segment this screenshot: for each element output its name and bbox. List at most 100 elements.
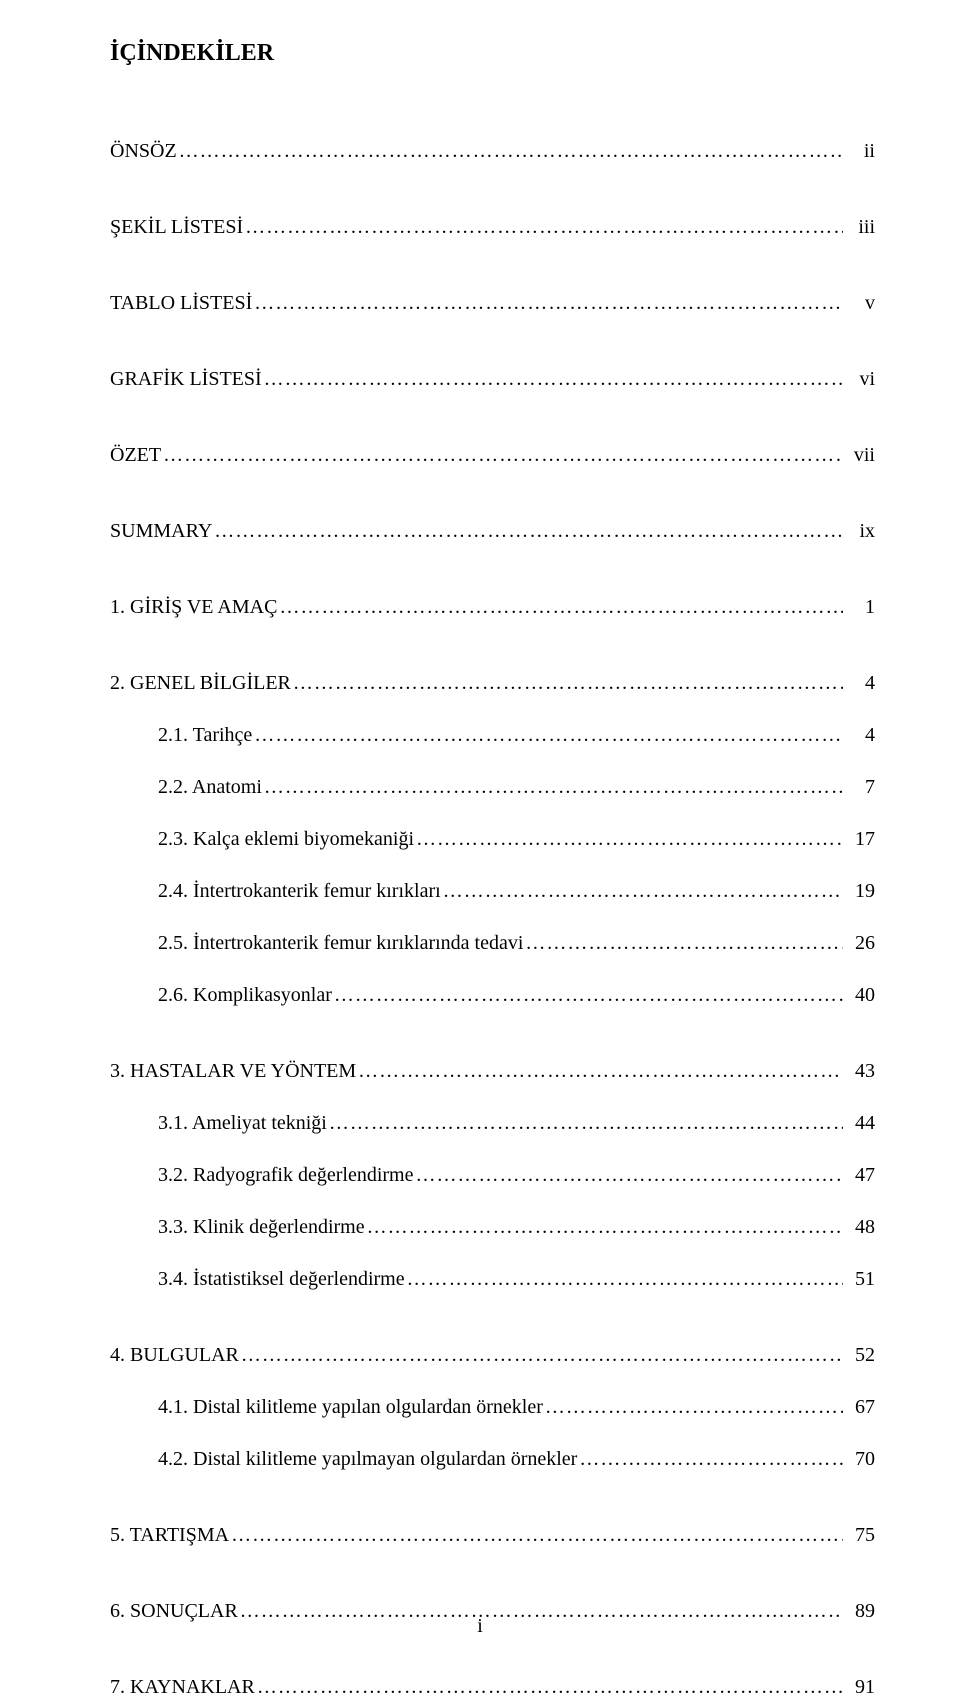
toc-page-number: 52	[845, 1341, 875, 1369]
document-page: İÇİNDEKİLER ÖNSÖZii ŞEKİL LİSTESİ iii TABLO…	[0, 0, 960, 1708]
toc-spacer	[110, 1241, 875, 1265]
toc-page-number: v	[845, 289, 875, 317]
toc-label: ÖNSÖZ	[110, 137, 177, 165]
toc-label: 2.5. İntertrokanterik femur kırıklarında…	[158, 929, 523, 957]
toc-entry: ÖNSÖZii	[110, 137, 875, 165]
toc-page-number: 26	[845, 929, 875, 957]
toc-leader-dots	[358, 1057, 843, 1085]
toc-spacer	[110, 1189, 875, 1213]
toc-label: 2.4. İntertrokanterik femur kırıkları	[158, 877, 441, 905]
toc-entry: 4.1. Distal kilitleme yapılan olgulardan…	[110, 1393, 875, 1421]
toc-spacer	[110, 469, 875, 517]
toc-label: GRAFİK LİSTESİ	[110, 365, 262, 393]
toc-page-number: 67	[845, 1393, 875, 1421]
toc-label: 2.2. Anatomi	[158, 773, 262, 801]
toc-label: 4. BULGULAR	[110, 1341, 239, 1369]
toc-leader-dots	[416, 825, 843, 853]
toc-leader-dots	[245, 213, 843, 241]
toc-entry: 2. GENEL BİLGİLER4	[110, 669, 875, 697]
toc-leader-dots	[264, 773, 843, 801]
toc-entry: 7. KAYNAKLAR91	[110, 1673, 875, 1701]
toc-page-number: 40	[845, 981, 875, 1009]
toc-leader-dots	[329, 1109, 843, 1137]
toc-leader-dots	[257, 1673, 843, 1701]
toc-spacer	[110, 545, 875, 593]
toc-label: 5. TARTIŞMA	[110, 1521, 229, 1549]
toc-spacer	[110, 1421, 875, 1445]
toc-entry: 3. HASTALAR VE YÖNTEM43	[110, 1057, 875, 1085]
toc-page-number: 19	[845, 877, 875, 905]
toc-leader-dots	[579, 1445, 843, 1473]
toc-label: 4.2. Distal kilitleme yapılmayan olgular…	[158, 1445, 577, 1473]
toc-entry: 1. GİRİŞ VE AMAÇ 1	[110, 593, 875, 621]
toc-spacer	[110, 1085, 875, 1109]
toc-entry: ÖZETvii	[110, 441, 875, 469]
toc-entry: 2.3. Kalça eklemi biyomekaniği17	[110, 825, 875, 853]
toc-entry: 2.6. Komplikasyonlar40	[110, 981, 875, 1009]
toc-leader-dots	[214, 517, 843, 545]
toc-spacer	[110, 621, 875, 669]
toc-spacer	[110, 165, 875, 213]
toc-entry: 3.2. Radyografik değerlendirme 47	[110, 1161, 875, 1189]
toc-leader-dots	[163, 441, 843, 469]
toc-leader-dots	[241, 1341, 843, 1369]
toc-page-number: 70	[845, 1445, 875, 1473]
toc-leader-dots	[179, 137, 843, 165]
toc-label: 3.4. İstatistiksel değerlendirme	[158, 1265, 405, 1293]
toc-leader-dots	[407, 1265, 843, 1293]
toc-spacer	[110, 393, 875, 441]
toc-entry: 3.3. Klinik değerlendirme48	[110, 1213, 875, 1241]
toc-page-number: 48	[845, 1213, 875, 1241]
toc-page-number: iii	[845, 213, 875, 241]
toc-label: 2. GENEL BİLGİLER	[110, 669, 291, 697]
toc-spacer	[110, 957, 875, 981]
toc-entry: TABLO LİSTESİ v	[110, 289, 875, 317]
toc-spacer	[110, 1549, 875, 1597]
toc-leader-dots	[293, 669, 843, 697]
toc-page-number: 75	[845, 1521, 875, 1549]
toc-entry: 4.2. Distal kilitleme yapılmayan olgular…	[110, 1445, 875, 1473]
toc-leader-dots	[334, 981, 843, 1009]
toc-page-number: 44	[845, 1109, 875, 1137]
toc-page-number: 1	[845, 593, 875, 621]
toc-spacer	[110, 317, 875, 365]
toc-label: ÖZET	[110, 441, 161, 469]
toc-page-number: 4	[845, 721, 875, 749]
toc-page-number: ix	[845, 517, 875, 545]
toc-entry: 4. BULGULAR 52	[110, 1341, 875, 1369]
toc-spacer	[110, 1009, 875, 1057]
toc-label: SUMMARY	[110, 517, 212, 545]
toc-spacer	[110, 1369, 875, 1393]
toc-leader-dots	[279, 593, 843, 621]
toc-entry: 3.4. İstatistiksel değerlendirme 51	[110, 1265, 875, 1293]
toc-label: 2.1. Tarihçe	[158, 721, 252, 749]
toc-entry: 2.2. Anatomi 7	[110, 773, 875, 801]
toc-spacer	[110, 749, 875, 773]
toc-page-number: 43	[845, 1057, 875, 1085]
toc-leader-dots	[231, 1521, 843, 1549]
toc-spacer	[110, 241, 875, 289]
toc-leader-dots	[415, 1161, 843, 1189]
toc-label: 1. GİRİŞ VE AMAÇ	[110, 593, 277, 621]
toc-entry: 2.5. İntertrokanterik femur kırıklarında…	[110, 929, 875, 957]
toc-label: 3.2. Radyografik değerlendirme	[158, 1161, 413, 1189]
toc-entry: GRAFİK LİSTESİvi	[110, 365, 875, 393]
toc-label: ŞEKİL LİSTESİ	[110, 213, 243, 241]
toc-leader-dots	[443, 877, 843, 905]
toc-entry: 2.1. Tarihçe 4	[110, 721, 875, 749]
toc-spacer	[110, 1137, 875, 1161]
page-title: İÇİNDEKİLER	[110, 40, 875, 67]
toc-label: 7. KAYNAKLAR	[110, 1673, 255, 1701]
toc-page-number: 51	[845, 1265, 875, 1293]
toc-spacer	[110, 1293, 875, 1341]
toc-page-number: 47	[845, 1161, 875, 1189]
toc-spacer	[110, 905, 875, 929]
toc-spacer	[110, 1473, 875, 1521]
toc-entry: 3.1. Ameliyat tekniği 44	[110, 1109, 875, 1137]
toc-page-number: 7	[845, 773, 875, 801]
toc-spacer	[110, 697, 875, 721]
toc-label: TABLO LİSTESİ	[110, 289, 252, 317]
toc-spacer	[110, 853, 875, 877]
toc-leader-dots	[264, 365, 843, 393]
toc-label: 3.1. Ameliyat tekniği	[158, 1109, 327, 1137]
